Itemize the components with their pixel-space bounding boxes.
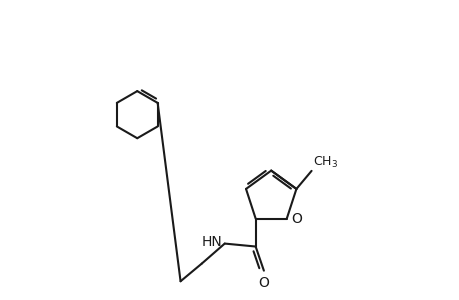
- Text: HN: HN: [201, 235, 222, 249]
- Text: O: O: [290, 212, 301, 226]
- Text: O: O: [258, 276, 269, 290]
- Text: CH$_3$: CH$_3$: [312, 154, 337, 170]
